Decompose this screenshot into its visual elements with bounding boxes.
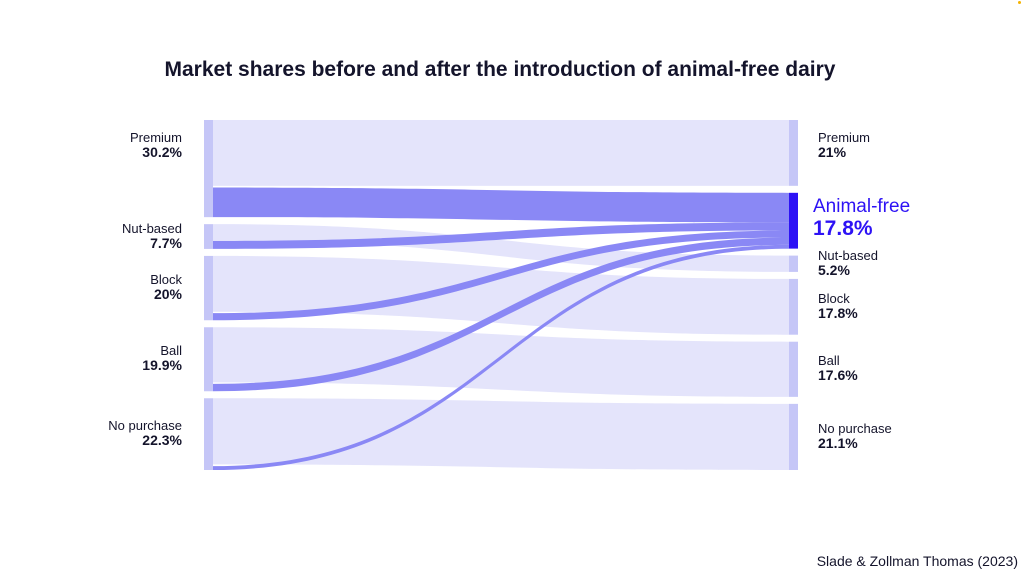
label-value: 17.8%	[813, 216, 873, 240]
retained-band-ball	[213, 327, 789, 397]
flow-no-purchase-to-animal-free	[213, 244, 789, 470]
source-credit: Slade & Zollman Thomas (2023)	[816, 553, 1018, 569]
label-name: No purchase	[108, 418, 182, 434]
node-before-ball	[204, 327, 213, 392]
label-name: Ball	[160, 343, 182, 359]
label-value: 5.2%	[818, 261, 850, 278]
label-value: 20%	[153, 286, 182, 303]
label-name: Block	[818, 290, 850, 306]
label-before-block: Block 20%	[150, 272, 182, 302]
label-before-nut-based: Nut-based 7.7%	[122, 221, 182, 251]
label-name: No purchase	[818, 420, 892, 436]
flow-nut-based-to-animal-free	[213, 222, 789, 249]
label-after-premium: Premium 21%	[818, 130, 870, 160]
label-name: Nut-based	[818, 247, 878, 263]
label-name: Premium	[129, 130, 182, 145]
node-before-no-purchase	[204, 398, 213, 470]
label-value: 21.1%	[818, 434, 858, 451]
label-value: 30.2%	[142, 144, 182, 160]
chart-title: Market shares before and after the intro…	[164, 58, 836, 81]
label-value: 19.9%	[142, 357, 182, 374]
node-after-no-purchase	[789, 403, 798, 470]
flow-premium-to-animal-free	[213, 187, 789, 223]
label-after-nut-based: Nut-based 5.2%	[818, 248, 878, 278]
label-value: 22.3%	[142, 432, 182, 449]
retained-band-no-purchase	[213, 398, 789, 470]
label-value: 17.8%	[818, 304, 858, 321]
label-before-premium: Premium 30.2%	[130, 130, 182, 160]
label-after-animal-free: Animal-free 17.8%	[813, 196, 910, 240]
retained-band-block	[213, 255, 789, 335]
label-after-no-purchase: No purchase 21.1%	[818, 421, 892, 451]
node-before-nut-based	[204, 224, 213, 249]
label-name: Block	[150, 272, 182, 288]
label-before-ball: Ball 19.9%	[142, 343, 182, 373]
node-after-nut-based	[789, 255, 798, 272]
sankey-chart	[204, 120, 798, 470]
label-name: Ball	[818, 353, 840, 369]
label-value: 21%	[818, 144, 847, 160]
node-after-ball	[789, 341, 798, 397]
label-value: 7.7%	[150, 234, 182, 251]
node-before-premium	[204, 120, 213, 218]
flow-block-to-animal-free	[213, 230, 789, 321]
node-after-premium	[789, 120, 798, 186]
label-before-no-purchase: No purchase 22.3%	[108, 418, 182, 448]
corner-dot	[1018, 1, 1021, 4]
label-name: Animal-free	[813, 195, 911, 217]
node-before-block	[204, 255, 213, 321]
label-name: Nut-based	[122, 220, 182, 236]
flow-ball-to-animal-free	[213, 237, 789, 392]
retained-band-premium	[213, 120, 789, 186]
label-name: Premium	[818, 130, 871, 145]
label-after-ball: Ball 17.6%	[818, 353, 858, 383]
node-after-block	[789, 278, 798, 335]
node-after-animal-free	[789, 192, 798, 249]
label-value: 17.6%	[818, 367, 858, 384]
label-after-block: Block 17.8%	[818, 291, 858, 321]
